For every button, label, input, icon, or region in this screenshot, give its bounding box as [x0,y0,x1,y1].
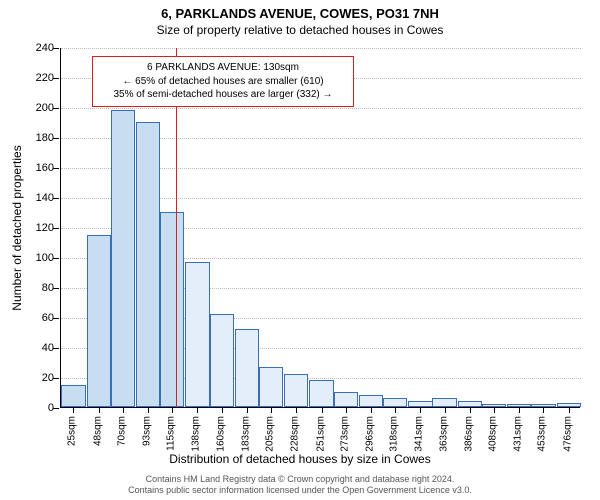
x-tick-label: 408sqm [487,416,498,452]
x-tick-label: 138sqm [191,416,202,452]
x-tick-label: 160sqm [215,416,226,452]
x-tick [519,407,520,413]
y-tick-label: 160 [14,162,54,174]
x-tick [346,407,347,413]
x-tick [296,407,297,413]
bar [210,314,234,407]
x-tick-label: 476sqm [562,416,573,452]
chart-area: 020406080100120140160180200220240 25sqm4… [60,48,580,408]
bar [87,235,111,408]
bar [383,398,407,407]
annotation-line: ← 65% of detached houses are smaller (61… [99,75,347,89]
x-tick [99,407,100,413]
x-tick-label: 363sqm [438,416,449,452]
x-tick-label: 70sqm [116,416,127,446]
bar [61,385,85,408]
bar [359,395,383,407]
x-tick [445,407,446,413]
x-tick-label: 251sqm [315,416,326,452]
gridline [61,48,581,49]
annotation-line: 6 PARKLANDS AVENUE: 130sqm [99,61,347,75]
chart-subtitle: Size of property relative to detached ho… [0,21,600,37]
x-tick [395,407,396,413]
x-tick [371,407,372,413]
x-tick [247,407,248,413]
chart-container: 6, PARKLANDS AVENUE, COWES, PO31 7NH Siz… [0,0,600,500]
x-tick [73,407,74,413]
x-tick-label: 48sqm [92,416,103,446]
x-tick-label: 25sqm [67,416,78,446]
x-tick [569,407,570,413]
y-tick-label: 100 [14,252,54,264]
footer: Contains HM Land Registry data © Crown c… [0,474,600,497]
x-tick-label: 431sqm [513,416,524,452]
y-tick-label: 40 [14,342,54,354]
chart-title: 6, PARKLANDS AVENUE, COWES, PO31 7NH [0,0,600,21]
bar [309,380,333,407]
bar [185,262,209,408]
bar [284,374,308,407]
y-tick-label: 120 [14,222,54,234]
x-tick-label: 386sqm [463,416,474,452]
x-tick-label: 228sqm [290,416,301,452]
footer-line: Contains HM Land Registry data © Crown c… [0,474,600,485]
x-tick [172,407,173,413]
x-tick-label: 341sqm [414,416,425,452]
x-tick-label: 115sqm [166,416,177,451]
x-tick [322,407,323,413]
gridline [61,108,581,109]
x-tick [420,407,421,413]
annotation-box: 6 PARKLANDS AVENUE: 130sqm ← 65% of deta… [92,56,354,107]
y-tick-label: 140 [14,192,54,204]
x-axis-label: Distribution of detached houses by size … [0,452,600,466]
x-tick-label: 93sqm [142,416,153,446]
y-tick-label: 180 [14,132,54,144]
bar [259,367,283,408]
x-tick [123,407,124,413]
y-tick-label: 60 [14,312,54,324]
x-tick [470,407,471,413]
x-tick-label: 183sqm [240,416,251,452]
x-tick [222,407,223,413]
x-tick-label: 205sqm [265,416,276,452]
x-tick-label: 273sqm [339,416,350,452]
bar [235,329,259,407]
bar [160,212,184,407]
bar [334,392,358,407]
x-tick [543,407,544,413]
bar [136,122,160,407]
x-tick [148,407,149,413]
x-tick [271,407,272,413]
x-tick-label: 296sqm [364,416,375,452]
annotation-line: 35% of semi-detached houses are larger (… [99,88,347,102]
x-tick [494,407,495,413]
x-tick-label: 318sqm [389,416,400,452]
y-tick-label: 240 [14,42,54,54]
footer-line: Contains public sector information licen… [0,485,600,496]
y-tick-label: 80 [14,282,54,294]
y-tick-label: 220 [14,72,54,84]
y-tick-label: 0 [14,402,54,414]
bar [111,110,135,407]
bar [432,398,456,407]
x-tick-label: 453sqm [537,416,548,452]
y-tick-label: 20 [14,372,54,384]
x-tick [197,407,198,413]
y-tick-label: 200 [14,102,54,114]
